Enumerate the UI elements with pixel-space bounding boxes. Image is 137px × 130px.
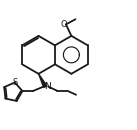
Text: N: N <box>44 82 51 91</box>
Polygon shape <box>38 74 47 87</box>
Text: S: S <box>12 78 17 87</box>
Text: O: O <box>61 20 67 29</box>
